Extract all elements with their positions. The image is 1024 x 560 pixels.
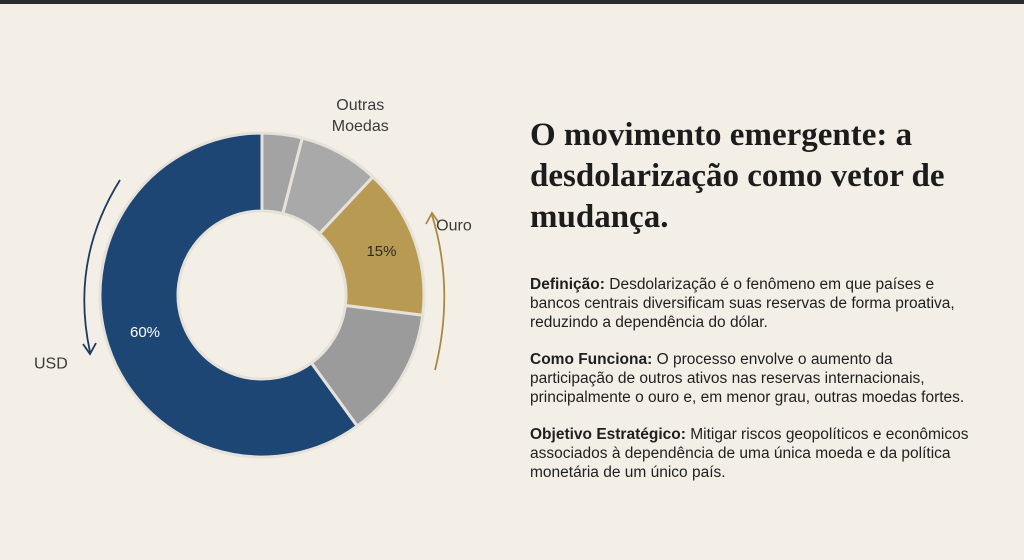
text-list: Definição: Desdolarização é o fenômeno e… — [530, 275, 970, 500]
item-term: Objetivo Estratégico: — [530, 426, 686, 443]
title: O movimento emergente: a desdolarização … — [530, 117, 945, 235]
arrow — [83, 179, 121, 353]
item-term: Definição: — [530, 276, 605, 293]
item-body: Mitigar riscos geopolíticos e econômicos… — [530, 426, 969, 481]
donut-chart: 15% 60% — [82, 131, 446, 459]
item-body: Desdolarização é o fenômeno em que paíse… — [530, 276, 955, 331]
donut-segment — [98, 131, 360, 459]
value-label: 15% — [366, 243, 396, 260]
item-body: O processo envolve o aumento da particip… — [530, 351, 965, 406]
item-term: Como Funciona: — [530, 351, 653, 368]
category-label: USD — [33, 355, 68, 373]
text-item: Como Funciona: O processo envolve o aume… — [530, 350, 970, 407]
category-label: Ouro — [436, 217, 472, 235]
value-label: 60% — [130, 324, 160, 341]
arrowhead — [425, 211, 440, 225]
text-item: Definição: Desdolarização é o fenômeno e… — [530, 275, 970, 332]
arrowhead — [82, 342, 97, 356]
top-bar — [0, 0, 1024, 4]
category-label: Outras Moedas — [331, 97, 389, 136]
text-item: Objetivo Estratégico: Mitigar riscos geo… — [530, 425, 970, 482]
arrow — [431, 214, 446, 371]
